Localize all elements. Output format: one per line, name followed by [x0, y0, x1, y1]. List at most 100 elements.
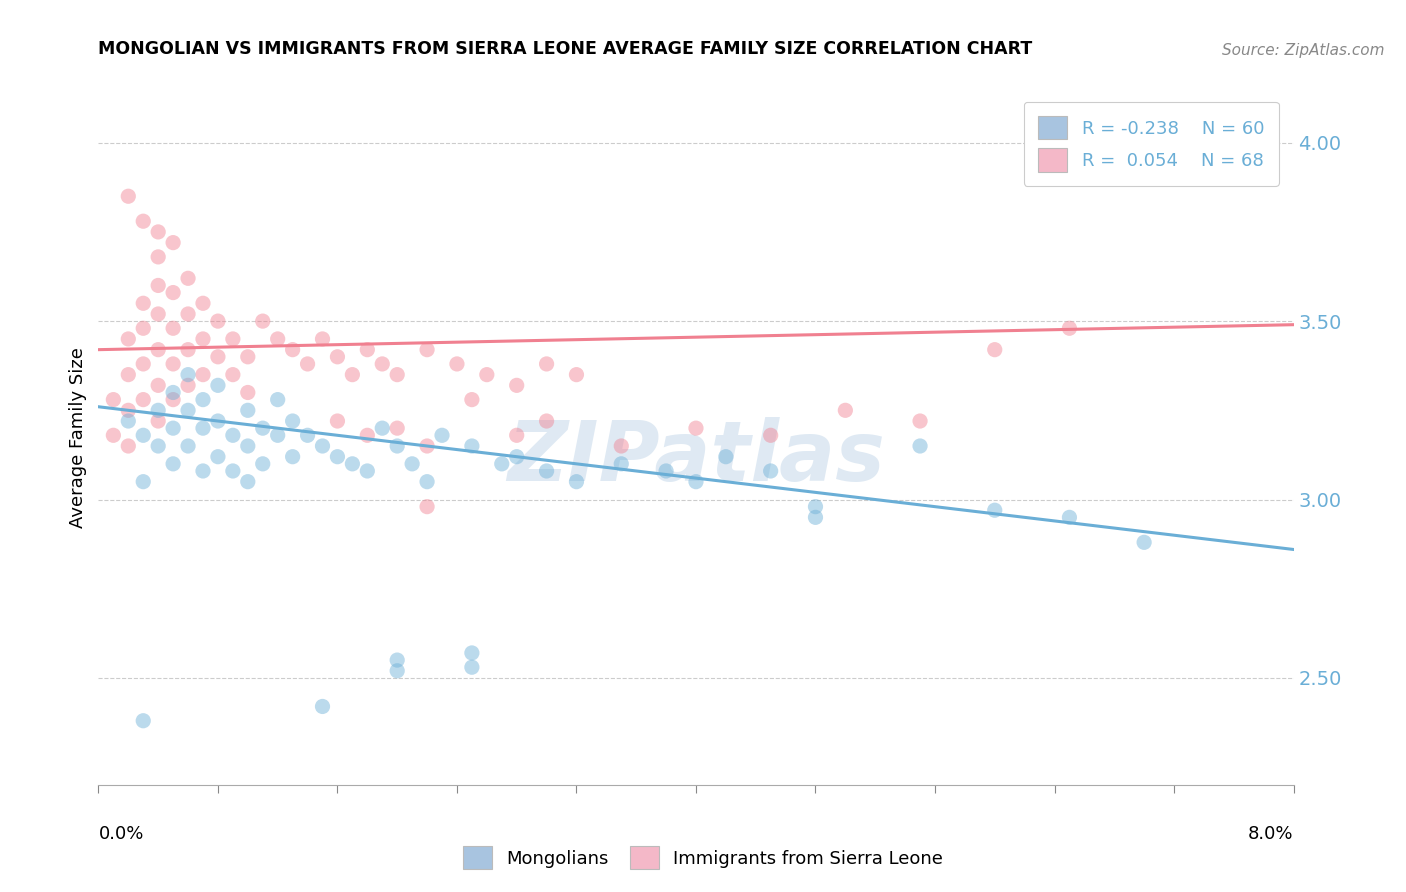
- Point: [371, 357, 394, 371]
- Point: [430, 428, 453, 442]
- Point: [222, 368, 245, 382]
- Point: [132, 392, 155, 407]
- Point: [267, 332, 290, 346]
- Point: [416, 475, 439, 489]
- Point: [371, 421, 394, 435]
- Point: [326, 414, 349, 428]
- Point: [117, 403, 139, 417]
- Point: [236, 350, 259, 364]
- Point: [162, 421, 184, 435]
- Point: [983, 343, 1005, 357]
- Point: [222, 332, 245, 346]
- Point: [207, 350, 229, 364]
- Point: [804, 500, 827, 514]
- Point: [207, 414, 229, 428]
- Point: [311, 332, 333, 346]
- Point: [342, 368, 364, 382]
- Point: [162, 385, 184, 400]
- Y-axis label: Average Family Size: Average Family Size: [69, 347, 87, 527]
- Point: [385, 421, 409, 435]
- Point: [132, 214, 155, 228]
- Point: [446, 357, 468, 371]
- Point: [536, 357, 558, 371]
- Point: [236, 403, 259, 417]
- Point: [117, 332, 139, 346]
- Point: [297, 357, 319, 371]
- Point: [177, 307, 200, 321]
- Point: [162, 321, 184, 335]
- Point: [177, 439, 200, 453]
- Point: [610, 457, 633, 471]
- Point: [281, 343, 304, 357]
- Point: [103, 428, 125, 442]
- Point: [565, 475, 588, 489]
- Point: [132, 714, 155, 728]
- Point: [311, 439, 333, 453]
- Point: [506, 450, 529, 464]
- Point: [177, 343, 200, 357]
- Point: [506, 428, 529, 442]
- Point: [983, 503, 1005, 517]
- Point: [162, 235, 184, 250]
- Point: [191, 464, 214, 478]
- Point: [536, 464, 558, 478]
- Point: [416, 439, 439, 453]
- Point: [148, 439, 170, 453]
- Point: [162, 357, 184, 371]
- Point: [148, 225, 170, 239]
- Point: [385, 653, 409, 667]
- Point: [610, 439, 633, 453]
- Point: [222, 428, 245, 442]
- Point: [326, 450, 349, 464]
- Point: [385, 439, 409, 453]
- Point: [148, 250, 170, 264]
- Text: 8.0%: 8.0%: [1249, 825, 1294, 843]
- Point: [191, 296, 214, 310]
- Point: [759, 464, 782, 478]
- Text: ZIPatlas: ZIPatlas: [508, 417, 884, 499]
- Point: [685, 475, 707, 489]
- Point: [236, 385, 259, 400]
- Point: [132, 321, 155, 335]
- Legend: R = -0.238    N = 60, R =  0.054    N = 68: R = -0.238 N = 60, R = 0.054 N = 68: [1024, 102, 1278, 186]
- Point: [759, 428, 782, 442]
- Point: [908, 414, 931, 428]
- Point: [117, 368, 139, 382]
- Point: [252, 314, 274, 328]
- Point: [162, 285, 184, 300]
- Point: [207, 450, 229, 464]
- Point: [148, 403, 170, 417]
- Point: [177, 378, 200, 392]
- Point: [565, 368, 588, 382]
- Point: [385, 368, 409, 382]
- Point: [207, 378, 229, 392]
- Point: [162, 457, 184, 471]
- Point: [416, 500, 439, 514]
- Legend: Mongolians, Immigrants from Sierra Leone: Mongolians, Immigrants from Sierra Leone: [454, 838, 952, 879]
- Point: [236, 475, 259, 489]
- Point: [461, 439, 484, 453]
- Point: [356, 464, 378, 478]
- Point: [714, 450, 737, 464]
- Text: MONGOLIAN VS IMMIGRANTS FROM SIERRA LEONE AVERAGE FAMILY SIZE CORRELATION CHART: MONGOLIAN VS IMMIGRANTS FROM SIERRA LEON…: [98, 40, 1032, 58]
- Point: [177, 403, 200, 417]
- Point: [148, 343, 170, 357]
- Point: [148, 378, 170, 392]
- Point: [103, 392, 125, 407]
- Point: [252, 457, 274, 471]
- Point: [132, 428, 155, 442]
- Point: [132, 296, 155, 310]
- Point: [117, 439, 139, 453]
- Point: [908, 439, 931, 453]
- Point: [834, 403, 856, 417]
- Point: [342, 457, 364, 471]
- Point: [267, 392, 290, 407]
- Point: [132, 475, 155, 489]
- Point: [491, 457, 513, 471]
- Point: [267, 428, 290, 442]
- Point: [117, 189, 139, 203]
- Point: [191, 368, 214, 382]
- Point: [461, 392, 484, 407]
- Point: [385, 664, 409, 678]
- Point: [148, 307, 170, 321]
